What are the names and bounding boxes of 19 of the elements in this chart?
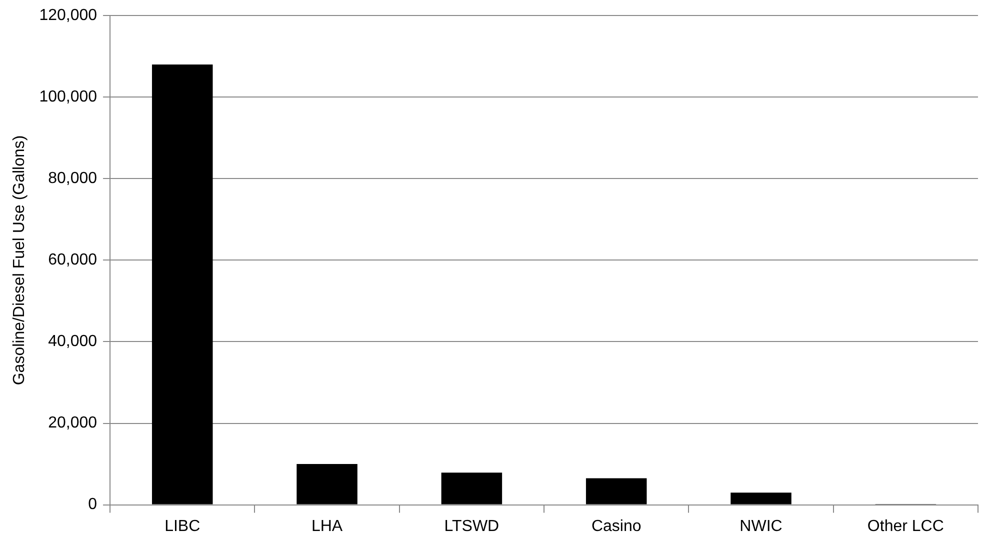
x-tick-label: LIBC bbox=[164, 518, 200, 535]
bar bbox=[586, 478, 647, 504]
y-tick-label: 100,000 bbox=[39, 88, 98, 106]
y-tick-label: 20,000 bbox=[48, 414, 98, 432]
bar bbox=[730, 492, 792, 504]
bar bbox=[441, 472, 502, 504]
x-tick-label: LHA bbox=[311, 518, 343, 535]
y-tick-label: 60,000 bbox=[48, 252, 98, 269]
x-tick-label: LTSWD bbox=[444, 518, 500, 535]
y-tick-label: 0 bbox=[88, 496, 98, 514]
bar bbox=[296, 464, 358, 504]
bar bbox=[152, 64, 213, 504]
x-tick-label: Other LCC bbox=[867, 518, 944, 535]
x-tick-label: Casino bbox=[591, 518, 642, 535]
y-tick-label: 80,000 bbox=[48, 170, 98, 188]
x-tick-label: NWIC bbox=[740, 518, 782, 535]
y-tick-label: 40,000 bbox=[48, 333, 98, 350]
y-tick-label: 120,000 bbox=[39, 7, 98, 24]
y-axis-title: Gasoline/Diesel Fuel Use (Gallons) bbox=[11, 135, 28, 386]
